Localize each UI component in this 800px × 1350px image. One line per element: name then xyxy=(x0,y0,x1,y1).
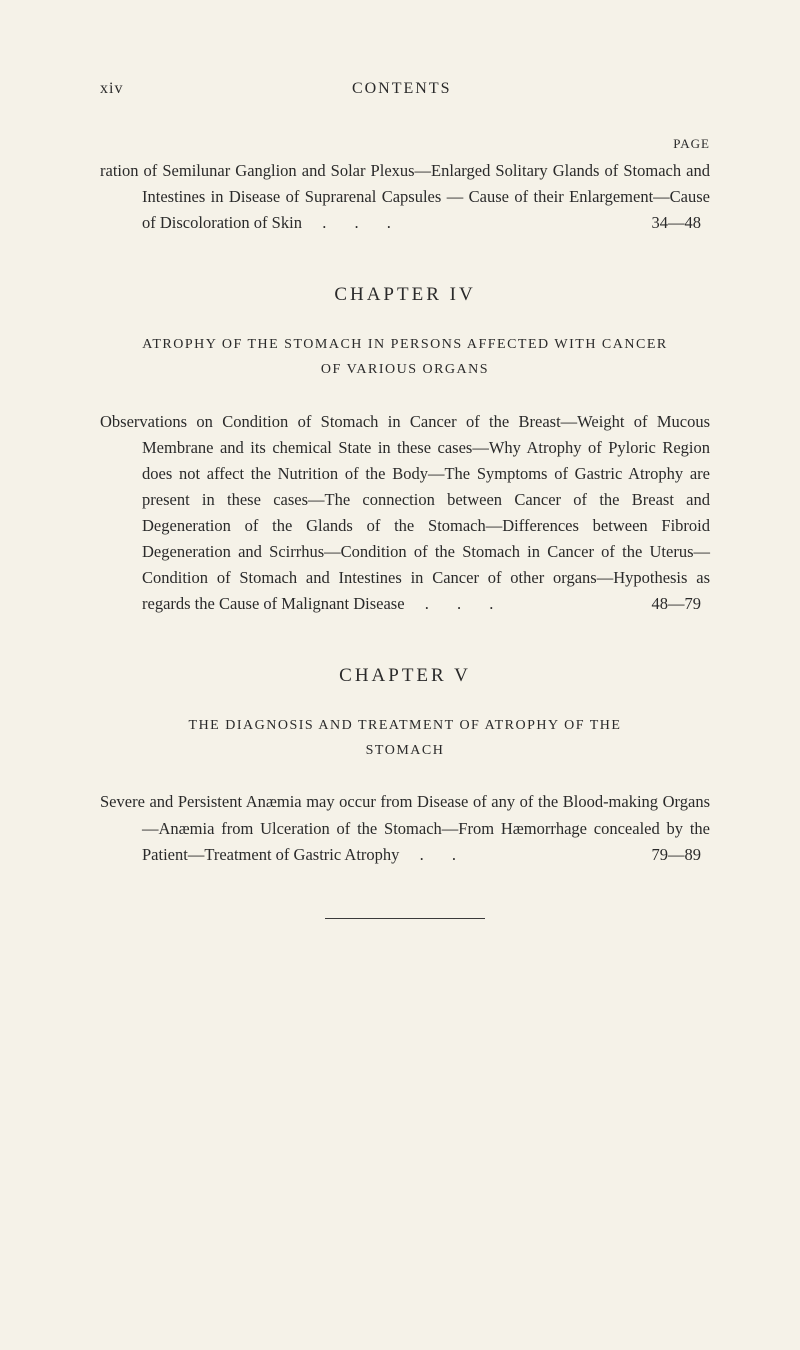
page-column-label: PAGE xyxy=(100,136,710,152)
chapter-5-subtitle: THE DIAGNOSIS AND TREATMENT OF ATROPHY O… xyxy=(100,713,710,763)
chapter-4-subtitle: ATROPHY OF THE STOMACH IN PERSONS AFFECT… xyxy=(100,332,710,382)
chapter-4-subtitle-line1: ATROPHY OF THE STOMACH IN PERSONS AFFECT… xyxy=(142,337,667,352)
chapter-4-entry-text: Observations on Condition of Stomach in … xyxy=(100,412,710,613)
page-number: xiv xyxy=(100,80,123,98)
chapter-4-entry: Observations on Condition of Stomach in … xyxy=(100,409,710,618)
chapter-5-subtitle-line2: STOMACH xyxy=(366,743,445,758)
chapter-4-subtitle-line2: OF VARIOUS ORGANS xyxy=(321,362,489,377)
chapter-5-subtitle-line1: THE DIAGNOSIS AND TREATMENT OF ATROPHY O… xyxy=(189,718,622,733)
header-title: CONTENTS xyxy=(352,80,452,98)
leader-dots: . . xyxy=(404,845,469,864)
leader-dots: . . . xyxy=(409,594,506,613)
horizontal-rule xyxy=(325,918,485,919)
chapter-4-heading: CHAPTER IV xyxy=(100,284,710,306)
leader-dots: . . . xyxy=(306,213,403,232)
entry-pages: 34—48 xyxy=(694,210,711,236)
chapter-5-entry: Severe and Persistent Anæmia may occur f… xyxy=(100,789,710,867)
chapter-5-heading: CHAPTER V xyxy=(100,665,710,687)
entry-continuation: ration of Semilunar Ganglion and Solar P… xyxy=(100,158,710,236)
chapter-4-entry-pages: 48—79 xyxy=(694,591,711,617)
entry-text: ration of Semilunar Ganglion and Solar P… xyxy=(100,161,710,232)
chapter-5-entry-pages: 79—89 xyxy=(694,842,711,868)
